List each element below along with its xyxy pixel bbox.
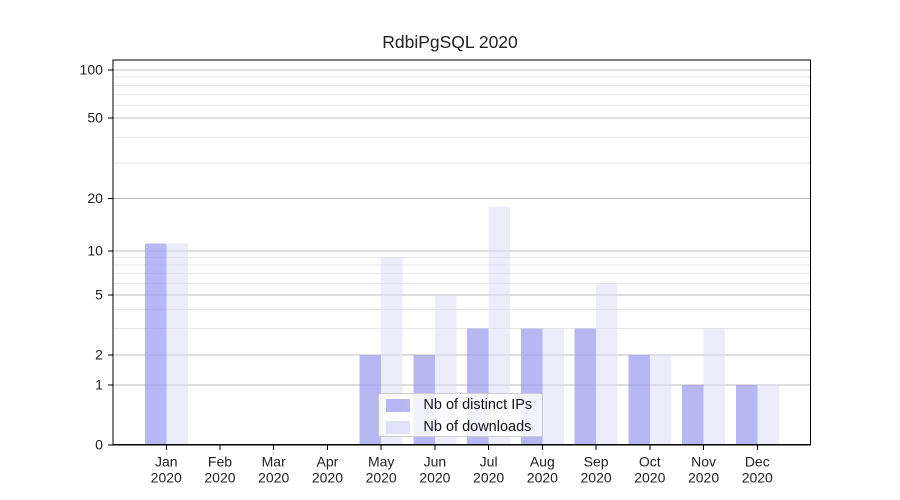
svg-text:Oct: Oct: [639, 453, 661, 469]
svg-text:1: 1: [95, 376, 103, 392]
svg-text:Sep: Sep: [584, 453, 609, 469]
svg-text:2020: 2020: [688, 469, 719, 485]
svg-text:2020: 2020: [419, 469, 450, 485]
svg-text:Apr: Apr: [317, 453, 339, 469]
svg-text:Jul: Jul: [480, 453, 498, 469]
svg-text:2020: 2020: [581, 469, 612, 485]
svg-text:100: 100: [80, 61, 104, 77]
svg-text:5: 5: [95, 286, 103, 302]
svg-text:2020: 2020: [634, 469, 665, 485]
svg-text:Jan: Jan: [155, 453, 178, 469]
svg-text:2020: 2020: [312, 469, 343, 485]
svg-text:0: 0: [95, 436, 103, 452]
svg-text:Aug: Aug: [530, 453, 555, 469]
svg-text:Dec: Dec: [745, 453, 770, 469]
svg-text:2020: 2020: [473, 469, 504, 485]
svg-text:2020: 2020: [258, 469, 289, 485]
svg-text:2020: 2020: [366, 469, 397, 485]
svg-text:May: May: [368, 453, 394, 469]
svg-text:10: 10: [87, 242, 103, 258]
svg-text:2020: 2020: [151, 469, 182, 485]
svg-text:2020: 2020: [742, 469, 773, 485]
svg-text:2020: 2020: [527, 469, 558, 485]
svg-text:20: 20: [87, 190, 103, 206]
svg-text:50: 50: [87, 110, 103, 126]
svg-text:Mar: Mar: [262, 453, 286, 469]
svg-text:Jun: Jun: [424, 453, 447, 469]
svg-text:2020: 2020: [204, 469, 235, 485]
svg-text:Nov: Nov: [691, 453, 716, 469]
svg-text:Feb: Feb: [208, 453, 232, 469]
svg-text:2: 2: [95, 347, 103, 363]
